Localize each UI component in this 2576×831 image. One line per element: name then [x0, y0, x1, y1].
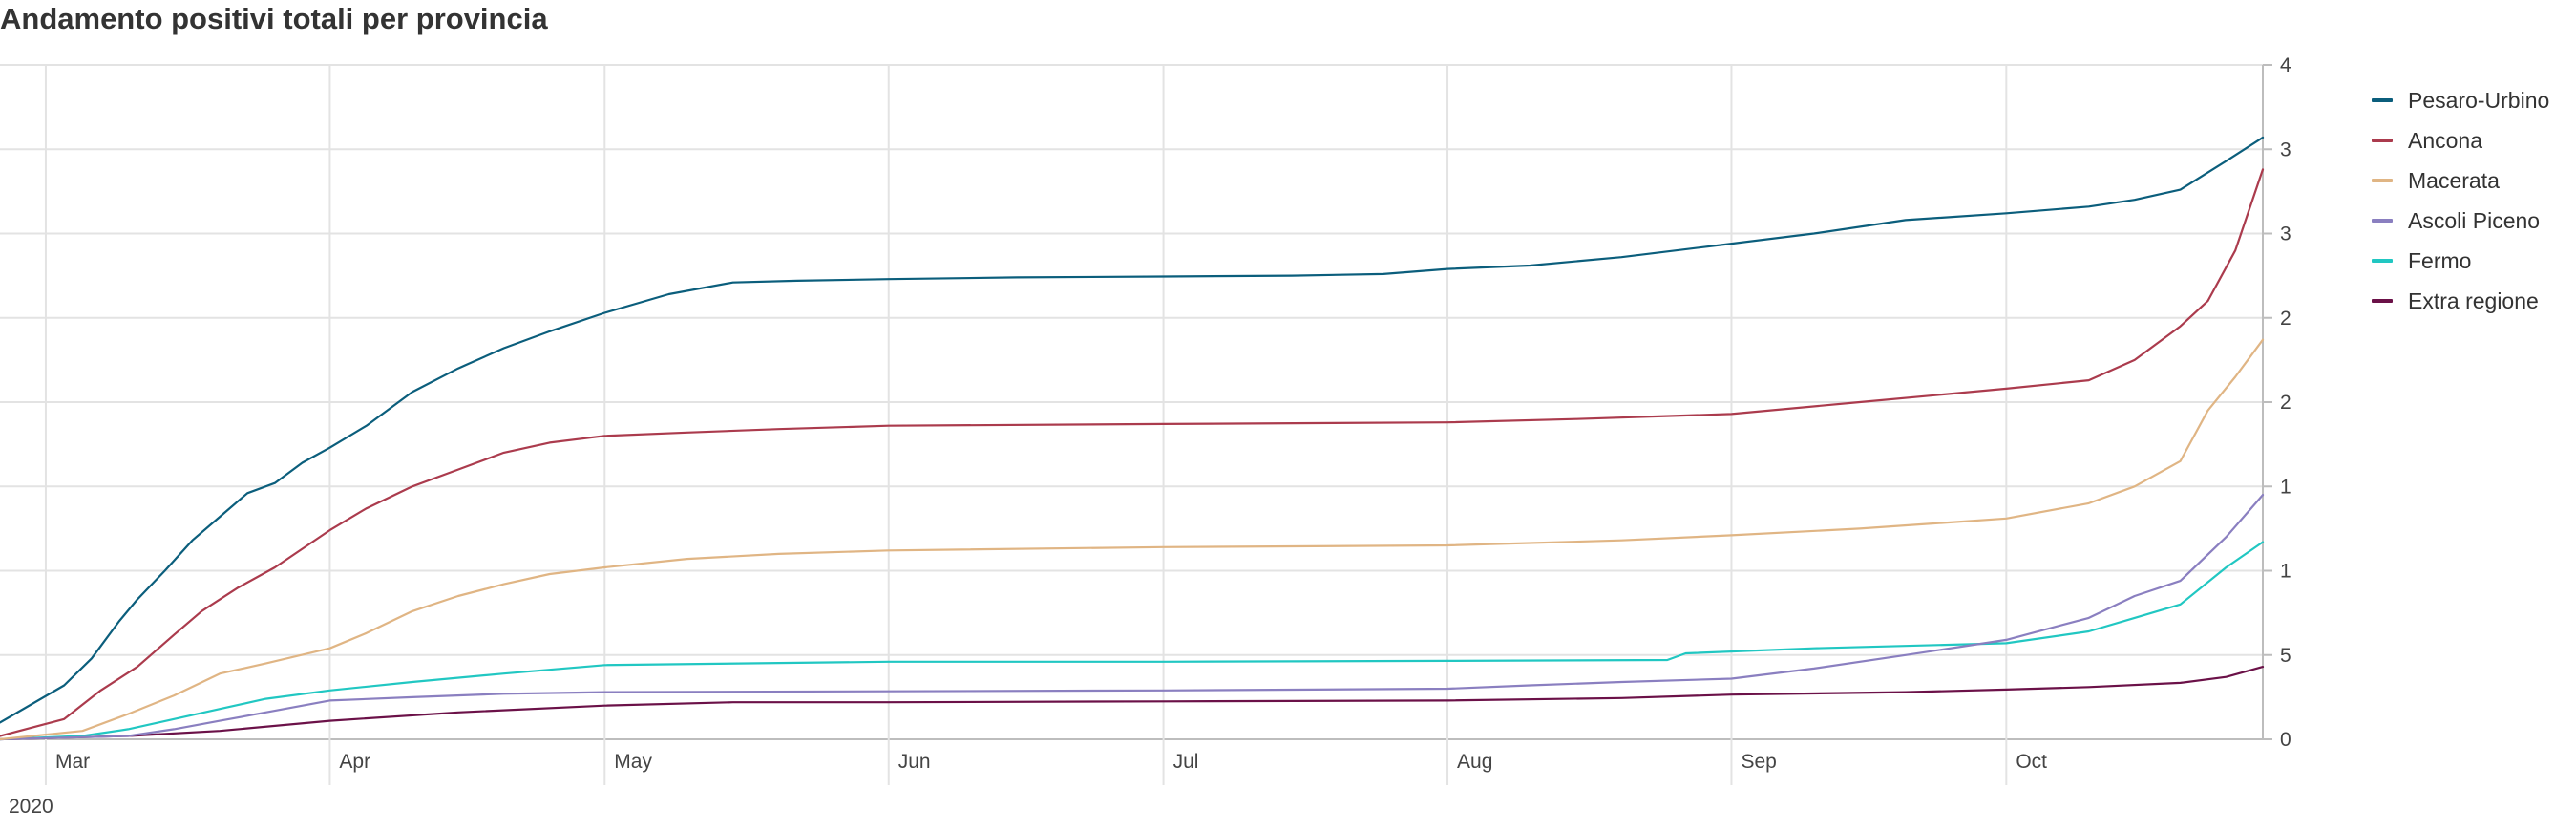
chart-title: Andamento positivi totali per provincia — [0, 2, 548, 35]
y-tick-label: 1.500 — [2280, 476, 2291, 498]
x-tick-label: Apr — [339, 751, 370, 773]
legend-item[interactable]: Macerata — [2372, 160, 2549, 201]
series-line-ascoli-piceno — [0, 493, 2265, 741]
y-tick-label: 0 — [2280, 729, 2291, 751]
axes — [2262, 64, 2272, 740]
y-tick-label: 4.000 — [2280, 54, 2291, 76]
legend-label: Pesaro-Urbino — [2408, 87, 2550, 113]
legend-item[interactable]: Ancona — [2372, 120, 2549, 160]
x-tick-label: Mar — [55, 751, 90, 773]
legend-label: Ascoli Piceno — [2408, 207, 2541, 233]
series-lines — [0, 136, 2265, 741]
legend-label: Ancona — [2408, 127, 2483, 153]
y-tick-label: 2.000 — [2280, 392, 2291, 414]
legend-item[interactable]: Extra regione — [2372, 281, 2549, 321]
series-line-macerata — [0, 338, 2265, 741]
legend-swatch — [2372, 299, 2393, 303]
x-tick-label: Jun — [898, 751, 931, 773]
series-line-ancona — [0, 168, 2265, 737]
series-line-pesaro-urbino — [0, 136, 2265, 724]
y-tick-label: 3.000 — [2280, 224, 2291, 245]
y-tick-label: 1.000 — [2280, 561, 2291, 583]
series-line-fermo — [0, 541, 2265, 741]
legend-swatch — [2372, 138, 2393, 142]
series-line-extra-regione — [0, 665, 2265, 741]
legend-swatch — [2372, 259, 2393, 263]
x-tick-label: Oct — [2016, 751, 2047, 773]
legend-label: Extra regione — [2408, 288, 2539, 313]
y-tick-label: 3.500 — [2280, 138, 2291, 160]
x-tick-label: Jul — [1173, 751, 1199, 773]
line-chart: 0 500 1.000 1.500 2.000 2.500 3.000 3.500 4.000 M… — [0, 54, 2291, 818]
y-tick-label: 500 — [2280, 645, 2291, 667]
legend: Pesaro-Urbino Ancona Macerata Ascoli Piceno… — [2372, 80, 2549, 321]
legend-item[interactable]: Ascoli Piceno — [2372, 201, 2549, 241]
legend-item[interactable]: Pesaro-Urbino — [2372, 80, 2549, 120]
legend-swatch — [2372, 219, 2393, 223]
x-tick-label: Sep — [1741, 751, 1776, 773]
x-tick-label: Aug — [1457, 751, 1492, 773]
x-year-label: 2020 — [9, 796, 53, 818]
legend-item[interactable]: Fermo — [2372, 241, 2549, 281]
legend-swatch — [2372, 179, 2393, 182]
grid-lines — [0, 64, 2263, 785]
y-tick-label: 2.500 — [2280, 308, 2291, 330]
legend-label: Fermo — [2408, 247, 2472, 273]
x-tick-label: May — [614, 751, 652, 773]
legend-swatch — [2372, 98, 2393, 102]
tick-labels: 0 500 1.000 1.500 2.000 2.500 3.000 3.500 4.000 M… — [9, 54, 2291, 818]
legend-label: Macerata — [2408, 167, 2500, 193]
